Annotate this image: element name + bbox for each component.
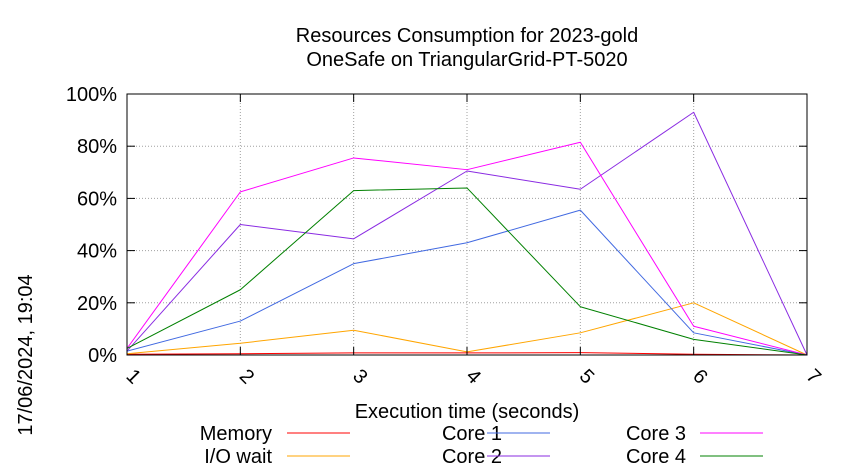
series-line-core-3	[126, 141, 808, 356]
series-line-core-1	[126, 209, 808, 356]
grid	[127, 94, 807, 355]
y-tick-label: 100%	[66, 84, 117, 106]
x-axis-label: Execution time (seconds)	[355, 401, 580, 423]
legend-label: Core 3	[626, 423, 686, 445]
timestamp: 17/06/2024, 19:04	[15, 274, 37, 435]
y-tick-label: 0%	[88, 345, 117, 367]
y-tick-label: 80%	[77, 136, 117, 158]
chart-title-line-2: OneSafe on TriangularGrid-PT-5020	[306, 49, 627, 71]
legend-label: I/O wait	[204, 446, 272, 468]
y-tick-label: 40%	[77, 241, 117, 263]
x-tick-label: 3	[348, 365, 371, 388]
chart-title-line-1: Resources Consumption for 2023-gold	[296, 25, 638, 47]
legend-label: Core 4	[626, 446, 686, 468]
x-tick-label: 2	[235, 365, 258, 388]
series-line-core-2	[126, 111, 808, 356]
y-tick-label: 60%	[77, 188, 117, 210]
y-axis-ticks: 0% 20% 40% 60% 80% 100%	[66, 84, 807, 367]
y-tick-label: 20%	[77, 293, 117, 315]
x-tick-label: 6	[688, 365, 711, 388]
legend-label: Memory	[200, 423, 272, 445]
x-tick-label: 4	[462, 365, 485, 388]
x-tick-label: 5	[575, 365, 598, 388]
legend-label: Core 2	[442, 446, 502, 468]
legend-label: Core 1	[442, 423, 502, 445]
series-line-core-4	[126, 187, 808, 356]
x-tick-label: 1	[122, 365, 145, 388]
x-tick-label: 7	[802, 365, 825, 388]
